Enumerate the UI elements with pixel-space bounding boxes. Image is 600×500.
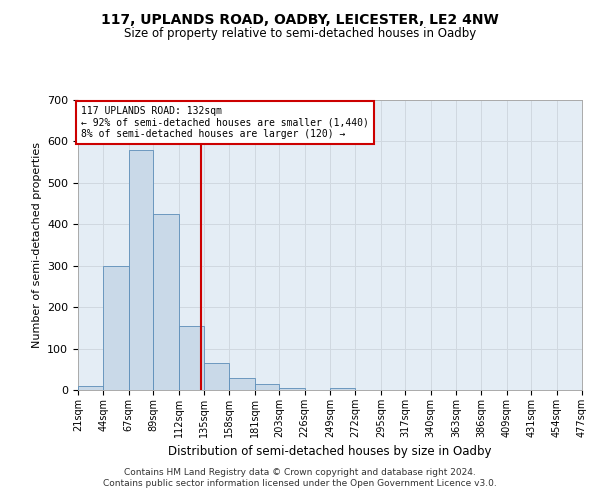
Bar bbox=[153, 214, 179, 390]
Text: 117, UPLANDS ROAD, OADBY, LEICESTER, LE2 4NW: 117, UPLANDS ROAD, OADBY, LEICESTER, LE2… bbox=[101, 12, 499, 26]
Bar bbox=[279, 388, 305, 390]
Bar bbox=[179, 326, 204, 390]
Bar bbox=[229, 378, 255, 390]
Bar bbox=[78, 386, 103, 390]
Y-axis label: Number of semi-detached properties: Number of semi-detached properties bbox=[32, 142, 41, 348]
Text: 117 UPLANDS ROAD: 132sqm
← 92% of semi-detached houses are smaller (1,440)
8% of: 117 UPLANDS ROAD: 132sqm ← 92% of semi-d… bbox=[82, 106, 369, 140]
Bar bbox=[204, 363, 229, 390]
Bar bbox=[255, 384, 279, 390]
X-axis label: Distribution of semi-detached houses by size in Oadby: Distribution of semi-detached houses by … bbox=[168, 446, 492, 458]
Text: Contains HM Land Registry data © Crown copyright and database right 2024.
Contai: Contains HM Land Registry data © Crown c… bbox=[103, 468, 497, 487]
Text: Size of property relative to semi-detached houses in Oadby: Size of property relative to semi-detach… bbox=[124, 28, 476, 40]
Bar bbox=[129, 150, 153, 390]
Bar bbox=[103, 266, 129, 390]
Bar bbox=[330, 388, 355, 390]
